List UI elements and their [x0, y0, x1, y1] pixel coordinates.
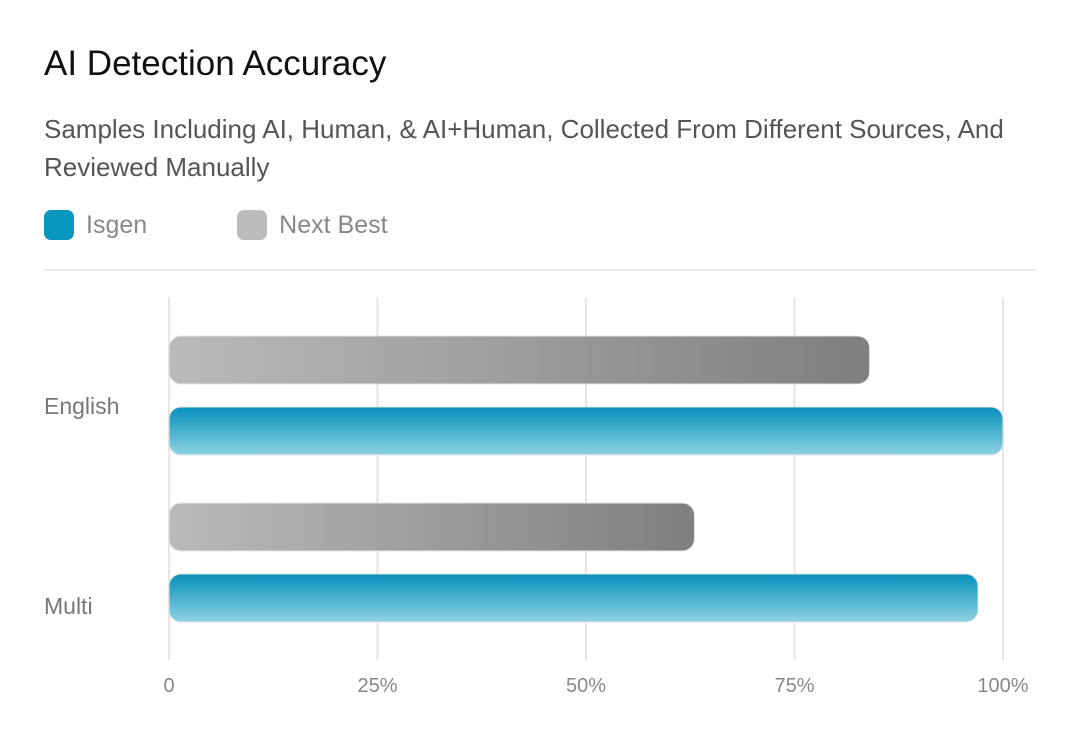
- chart-title: AI Detection Accuracy: [44, 44, 387, 83]
- legend-item-next-best[interactable]: Next Best: [237, 210, 388, 240]
- x-tick-label: 100%: [977, 675, 1028, 697]
- legend-swatch-isgen: [44, 210, 74, 240]
- bar-next-best-english[interactable]: [168, 335, 871, 385]
- divider: [44, 269, 1036, 271]
- bar-isgen-english[interactable]: [168, 406, 1004, 456]
- legend-swatch-next-best: [237, 210, 268, 240]
- chart-subtitle: Samples Including AI, Human, & AI+Human,…: [44, 114, 1004, 182]
- legend: Isgen Next Best: [44, 210, 478, 240]
- legend-item-isgen[interactable]: Isgen: [44, 210, 147, 240]
- x-tick-label: 0: [163, 675, 174, 697]
- legend-label-isgen: Isgen: [86, 210, 148, 239]
- x-tick-label: 25%: [357, 675, 397, 697]
- x-tick-label: 75%: [774, 675, 814, 697]
- bar-isgen-multi[interactable]: [168, 573, 979, 623]
- bar-next-best-multi[interactable]: [168, 502, 695, 552]
- legend-label-next-best: Next Best: [279, 210, 388, 239]
- category-label: Multi: [44, 593, 93, 619]
- x-tick-label: 50%: [566, 675, 606, 697]
- category-label: English: [44, 393, 119, 419]
